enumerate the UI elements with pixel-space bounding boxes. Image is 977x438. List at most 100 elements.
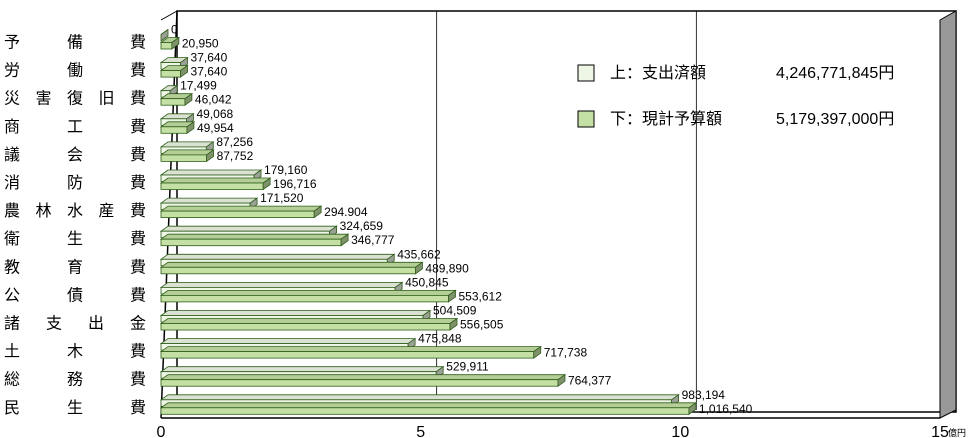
bar-front bbox=[160, 266, 416, 275]
value-label: 346,777 bbox=[351, 233, 395, 247]
bar bbox=[159, 64, 189, 78]
bar-top bbox=[159, 261, 424, 268]
value-label: 983,194 bbox=[682, 388, 726, 402]
bar-top bbox=[159, 233, 350, 240]
x-tick-labels: 0 5 10 15 bbox=[157, 424, 949, 438]
bar-top bbox=[159, 318, 459, 324]
category-label: 予 備 費 bbox=[4, 34, 146, 52]
value-label: 196,716 bbox=[273, 177, 317, 191]
bar-front bbox=[160, 98, 186, 106]
x-tick-label: 10 bbox=[671, 424, 689, 438]
bar bbox=[159, 149, 215, 163]
bar bbox=[159, 345, 542, 359]
bar-side bbox=[180, 64, 188, 78]
bar-side bbox=[184, 92, 193, 106]
bar-side bbox=[688, 402, 697, 416]
value-label: 764,377 bbox=[568, 374, 612, 388]
bar-side bbox=[171, 36, 180, 50]
gridlines bbox=[436, 11, 697, 410]
value-label: 450,845 bbox=[405, 275, 449, 289]
value-label: 435,662 bbox=[397, 247, 441, 261]
bar-front bbox=[160, 42, 173, 50]
bar-top bbox=[159, 366, 445, 373]
bar-top bbox=[159, 281, 404, 288]
bar-front bbox=[160, 210, 315, 219]
bar-front bbox=[160, 182, 264, 190]
bar bbox=[159, 289, 457, 303]
bar-top bbox=[159, 346, 542, 353]
bar-front bbox=[160, 126, 188, 134]
value-label: 49,954 bbox=[197, 121, 234, 135]
bar-side bbox=[313, 205, 322, 219]
bar-top bbox=[159, 394, 680, 401]
value-label: 37,640 bbox=[191, 65, 228, 79]
legend-label: 下：現計予算額 bbox=[610, 109, 722, 128]
bar-top bbox=[159, 225, 338, 232]
value-label: 475,848 bbox=[418, 332, 462, 346]
bar-top bbox=[159, 253, 396, 260]
bar-top bbox=[159, 374, 567, 381]
bar-top bbox=[159, 310, 432, 316]
bar-top bbox=[159, 402, 698, 409]
bar-front bbox=[160, 407, 690, 415]
bar bbox=[159, 92, 194, 106]
bar-top bbox=[159, 149, 215, 156]
value-label: 20,950 bbox=[182, 37, 219, 51]
category-label: 土 木 費 bbox=[4, 343, 146, 361]
value-label: 324,659 bbox=[340, 219, 384, 233]
bar-top bbox=[159, 169, 263, 176]
category-label: 衛 生 費 bbox=[4, 230, 146, 248]
value-label: 0 bbox=[171, 23, 178, 37]
bar-front bbox=[160, 351, 535, 359]
bar bbox=[159, 121, 196, 135]
value-label: 489,890 bbox=[425, 261, 469, 275]
legend-swatch bbox=[577, 64, 595, 82]
bar-front bbox=[160, 323, 451, 331]
x-tick-label: 5 bbox=[416, 424, 425, 438]
bar-top bbox=[159, 177, 272, 184]
x-unit-label: 億円 bbox=[948, 427, 966, 438]
bar bbox=[159, 317, 459, 331]
value-label: 87,752 bbox=[217, 149, 254, 163]
bar bbox=[159, 36, 181, 50]
legend-swatch bbox=[577, 110, 595, 128]
value-label: 504,509 bbox=[433, 304, 477, 318]
category-label: 災害復旧費 bbox=[4, 90, 146, 108]
bar-side bbox=[557, 373, 566, 387]
bar bbox=[159, 261, 424, 275]
bar-side bbox=[340, 233, 349, 247]
category-label: 教 育 費 bbox=[4, 258, 146, 276]
category-label: 労 働 費 bbox=[4, 62, 146, 80]
category-label: 議 会 費 bbox=[4, 146, 146, 164]
legend-label: 上：支出済額 bbox=[610, 64, 706, 82]
bar-front bbox=[160, 70, 181, 78]
value-label: 556,505 bbox=[460, 318, 504, 332]
bar bbox=[159, 177, 272, 191]
bar-side bbox=[449, 317, 458, 331]
category-label: 消 防 費 bbox=[4, 174, 146, 192]
value-label: 37,640 bbox=[191, 51, 228, 65]
bar-top bbox=[159, 141, 215, 148]
category-label: 民 生 費 bbox=[4, 399, 146, 417]
bars bbox=[159, 28, 698, 416]
bar-side bbox=[160, 28, 169, 42]
category-label: 総 務 費 bbox=[4, 371, 146, 389]
bar bbox=[160, 28, 169, 42]
bar-front bbox=[160, 238, 342, 247]
bar-side bbox=[262, 177, 271, 191]
category-label: 商 工 費 bbox=[4, 118, 146, 136]
legend-amount: 4,246,771,845円 bbox=[776, 65, 894, 82]
value-label: 46,042 bbox=[195, 93, 232, 107]
bar bbox=[159, 205, 323, 219]
bar-top bbox=[159, 338, 417, 345]
bar-top bbox=[159, 197, 259, 204]
bar-side bbox=[533, 345, 542, 359]
category-label: 農林水産費 bbox=[4, 202, 146, 220]
value-label: 17,499 bbox=[180, 79, 217, 93]
bar-top bbox=[159, 289, 457, 296]
side-wall bbox=[939, 10, 957, 419]
bar-front bbox=[160, 294, 449, 303]
